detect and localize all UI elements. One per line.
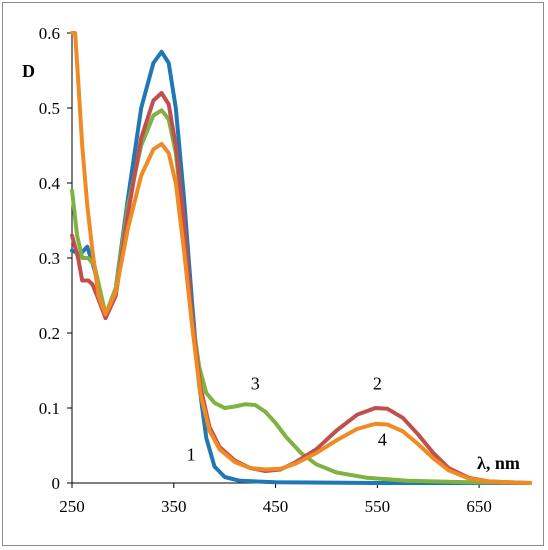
series-curve-4 bbox=[70, 31, 532, 485]
y-tick-label: 0.4 bbox=[39, 174, 61, 193]
curve-label-3: 3 bbox=[251, 373, 260, 393]
y-tick-label: 0.3 bbox=[39, 249, 60, 268]
x-tick-label: 550 bbox=[365, 497, 391, 516]
series-layer bbox=[70, 31, 532, 485]
y-axis-label: D bbox=[22, 61, 35, 81]
series-curve-2 bbox=[70, 91, 532, 485]
x-tick-label: 350 bbox=[161, 497, 187, 516]
x-tick-label: 250 bbox=[59, 497, 85, 516]
y-tick-label: 0.2 bbox=[39, 324, 60, 343]
series-curve-1 bbox=[70, 49, 532, 485]
series-curve-3 bbox=[70, 108, 532, 485]
curve-label-1: 1 bbox=[187, 445, 196, 465]
annotation-layer: 1 2 3 4 bbox=[187, 373, 387, 464]
curve-label-4: 4 bbox=[378, 430, 387, 450]
x-tick-label: 450 bbox=[263, 497, 289, 516]
x-tick-label: 650 bbox=[466, 497, 492, 516]
x-axis-ticks: 250 350 450 550 650 bbox=[59, 483, 492, 516]
y-axis-ticks: 0 0.1 0.2 0.3 0.4 0.5 0.6 bbox=[39, 24, 72, 493]
y-tick-label: 0.5 bbox=[39, 99, 60, 118]
curve-label-2: 2 bbox=[373, 373, 382, 393]
y-tick-label: 0.6 bbox=[39, 24, 60, 43]
y-tick-label: 0.1 bbox=[39, 399, 60, 418]
y-tick-label: 0 bbox=[52, 474, 61, 493]
chart-frame bbox=[2, 2, 544, 546]
x-axis-label: λ, nm bbox=[477, 453, 520, 473]
